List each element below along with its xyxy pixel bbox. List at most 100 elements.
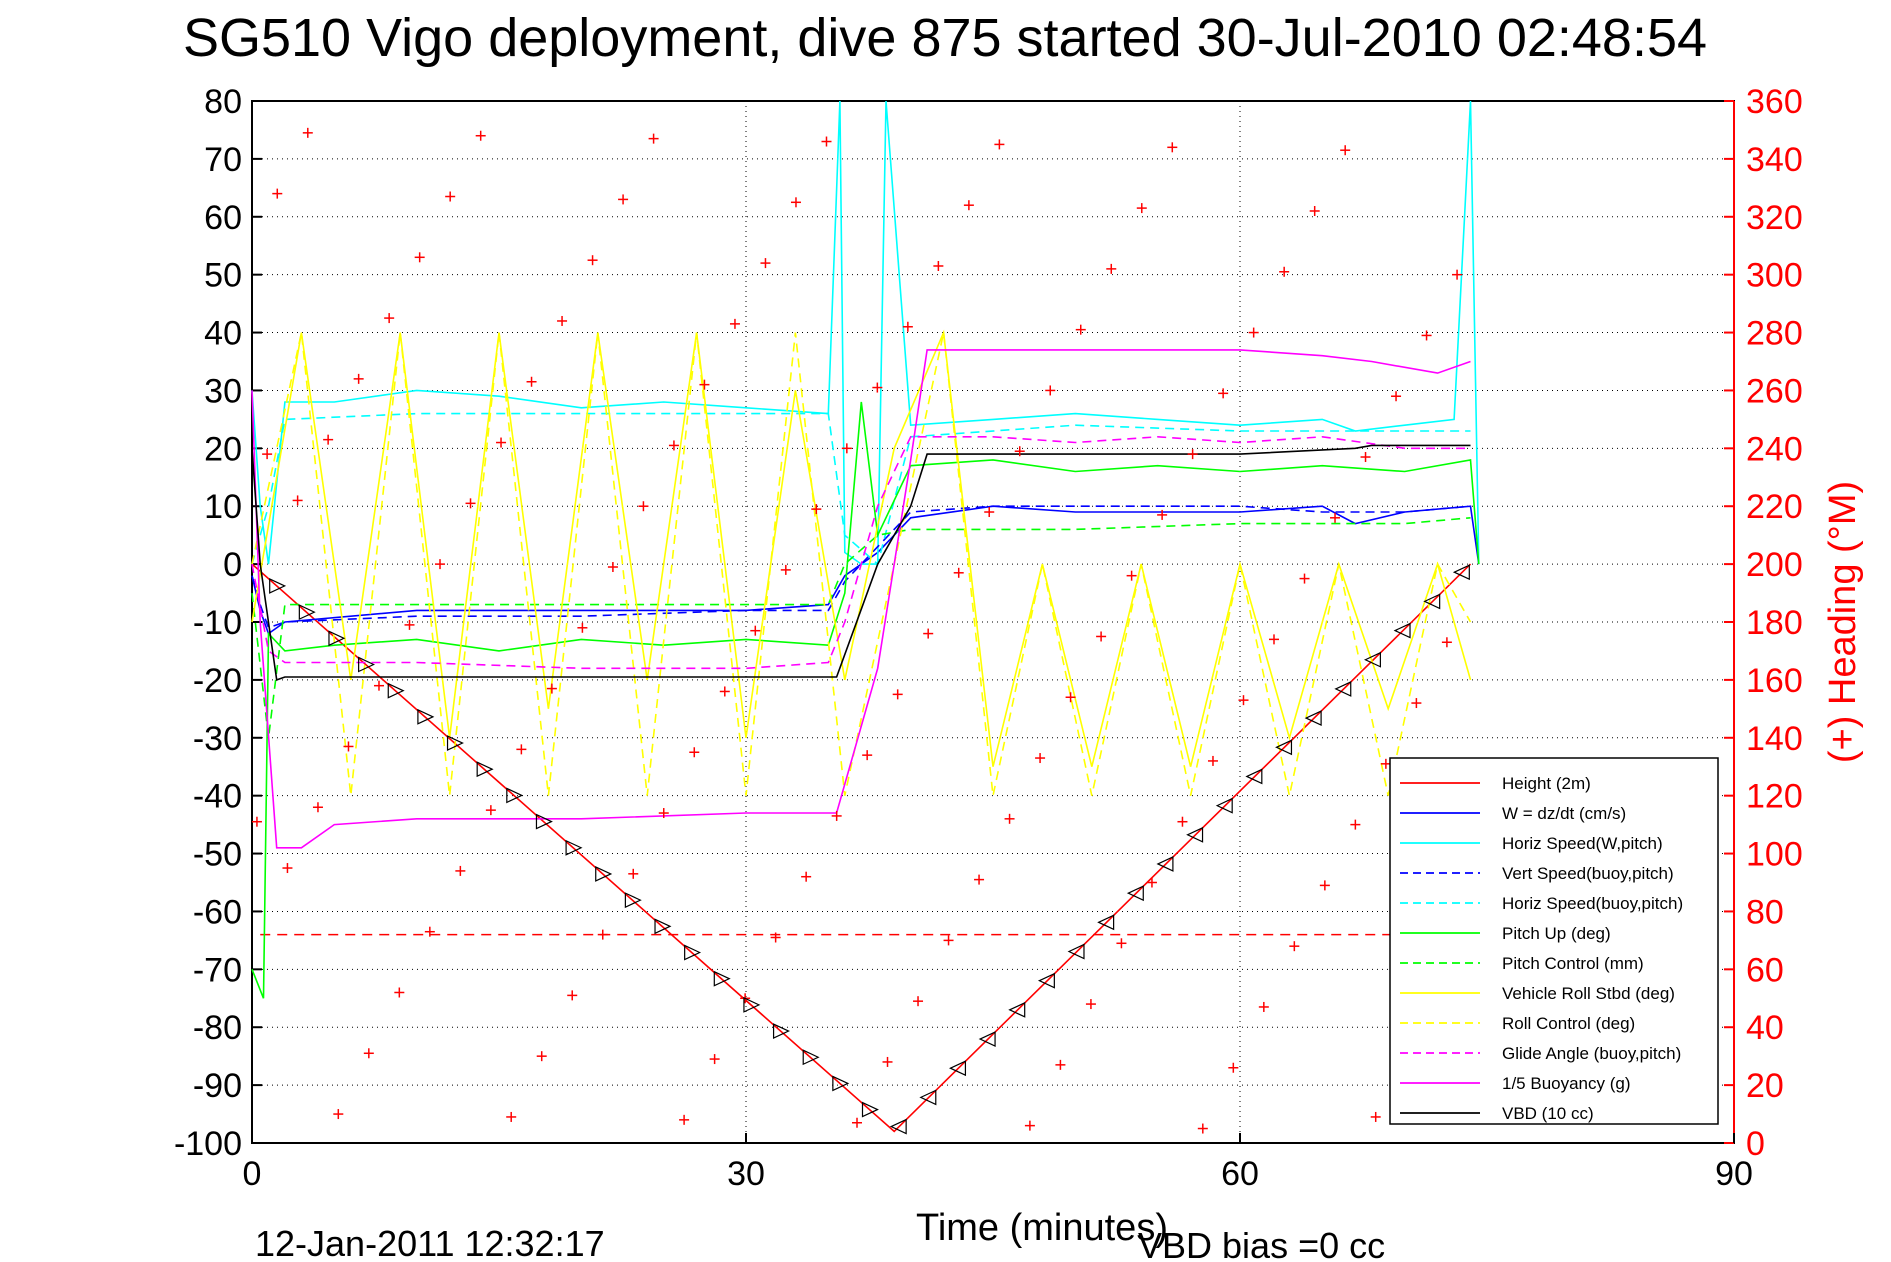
depth-marker (328, 630, 346, 647)
series-line (251, 332, 1472, 796)
depth-marker (772, 1023, 790, 1039)
heading-point (943, 935, 954, 946)
heading-point (953, 567, 964, 578)
legend-label: Horiz Speed(buoy,pitch) (1502, 894, 1683, 913)
heading-point (1096, 631, 1107, 642)
heading-point (1126, 570, 1137, 581)
heading-point (1167, 142, 1178, 153)
heading-point (557, 315, 568, 326)
heading-point (1024, 1120, 1035, 1131)
heading-point (882, 1056, 893, 1067)
depth-marker (684, 944, 702, 961)
heading-point (1340, 145, 1351, 156)
heading-point (1330, 512, 1341, 523)
legend: Height (2m) W = dz/dt (cm/s) Horiz Speed(W… (1389, 757, 1719, 1125)
heading-point (1258, 1001, 1269, 1012)
right-tick-label: 100 (1746, 836, 1803, 874)
heading-point (475, 130, 486, 141)
series-line (251, 505, 1471, 629)
depth-marker (417, 708, 435, 725)
heading-point (933, 260, 944, 271)
heading-point (526, 376, 537, 387)
heading-point (567, 990, 578, 1001)
heading-point (353, 373, 364, 384)
heading-point (1360, 452, 1371, 463)
depth-marker (1186, 826, 1204, 843)
heading-point (343, 741, 354, 752)
heading-point (312, 802, 323, 813)
heading-point (546, 683, 557, 694)
depth-marker (654, 918, 672, 935)
right-tick-label: 340 (1746, 141, 1803, 179)
depth-marker (624, 892, 642, 909)
heading-point (414, 252, 425, 263)
depth-marker (446, 735, 464, 751)
legend-label: Pitch Control (mm) (1502, 954, 1644, 973)
legend-label: W = dz/dt (cm/s) (1502, 804, 1626, 823)
y-tick-label: -50 (193, 836, 242, 874)
right-tick-label: 20 (1746, 1067, 1784, 1105)
depth-marker (1156, 856, 1174, 872)
right-tick-label: 320 (1746, 199, 1803, 237)
heading-point (638, 501, 649, 512)
heading-point (994, 139, 1005, 150)
right-tick-label: 60 (1746, 951, 1784, 989)
heading-point (658, 808, 669, 819)
series-line (251, 563, 1472, 1133)
y-tick-label: 70 (204, 141, 242, 179)
heading-point (272, 188, 283, 199)
heading-point (1391, 391, 1402, 402)
heading-point (648, 133, 659, 144)
depth-marker (1126, 885, 1144, 902)
y-tick-label: -70 (193, 951, 242, 989)
heading-point (1035, 753, 1046, 764)
depth-marker (1275, 739, 1293, 756)
heading-point (984, 507, 995, 518)
heading-point (719, 686, 730, 697)
heading-point (1370, 1111, 1381, 1122)
heading-point (679, 1114, 690, 1125)
heading-point (587, 255, 598, 266)
legend-box (1389, 757, 1719, 1125)
depth-marker (832, 1075, 850, 1092)
depth-marker (1334, 680, 1352, 697)
heading-point (485, 805, 496, 816)
legend-label: Vert Speed(buoy,pitch) (1502, 864, 1674, 883)
heading-point (852, 1117, 863, 1128)
depth-markers (269, 564, 1470, 1135)
heading-point (699, 379, 710, 390)
heading-point (1065, 692, 1076, 703)
heading-point (729, 318, 740, 329)
heading-point (1228, 1062, 1239, 1073)
depth-marker (978, 1031, 996, 1047)
heading-point (384, 313, 395, 324)
depth-marker (476, 761, 494, 778)
depth-marker (595, 866, 613, 882)
heading-point (780, 564, 791, 575)
heading-point (1187, 449, 1198, 460)
y-tick-label: 40 (204, 315, 242, 353)
heading-point (394, 987, 405, 998)
depth-marker (1393, 622, 1411, 639)
heading-point (923, 628, 934, 639)
y-tick-label: -100 (174, 1125, 242, 1163)
legend-label: Glide Angle (buoy,pitch) (1502, 1044, 1681, 1063)
heading-point (333, 1109, 344, 1120)
heading-point (1380, 758, 1391, 769)
depth-marker (565, 839, 583, 856)
depth-marker (1304, 710, 1322, 727)
heading-point (801, 871, 812, 882)
heading-point (424, 926, 435, 937)
x-axis: 0 30 60 90 (243, 1133, 1753, 1193)
heading-point (302, 127, 313, 138)
series-line (251, 401, 1480, 999)
heading-point (750, 625, 761, 636)
vbd-bias-footer: VBD bias =0 cc (1138, 1225, 1385, 1262)
heading-point (1319, 880, 1330, 891)
x-tick-label: 30 (727, 1155, 765, 1193)
depth-marker (1097, 914, 1115, 931)
depth-marker (1363, 651, 1381, 668)
heading-point (902, 321, 913, 332)
y-tick-label: -30 (193, 720, 242, 758)
timestamp-footer: 12-Jan-2011 12:32:17 (255, 1223, 605, 1262)
